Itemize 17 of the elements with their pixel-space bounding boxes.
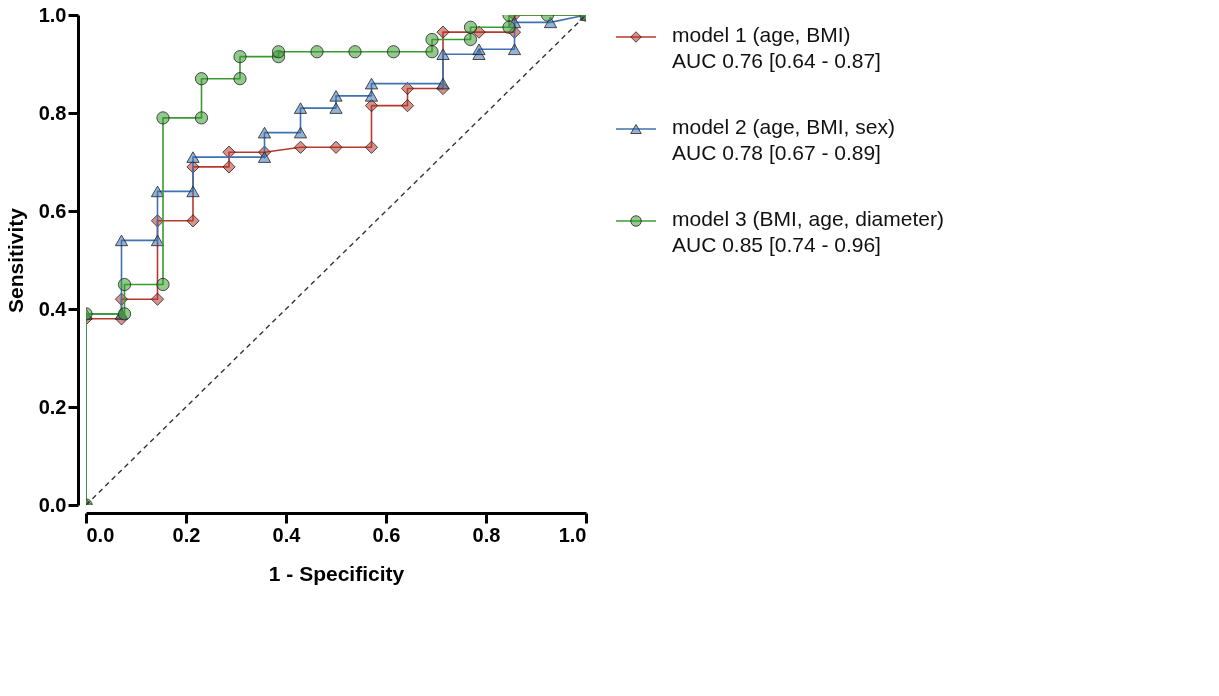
- x-axis-title: 1 - Specificity: [268, 561, 405, 585]
- y-tick-label: 0.8: [38, 101, 67, 124]
- y-tick-label: 0.2: [38, 395, 67, 418]
- y-axis-title: Sensitivity: [3, 207, 27, 314]
- legend-label: model 2 (age, BMI, sex) AUC 0.78 [0.67 - 0.89]: [672, 115, 895, 164]
- x-tick-label: 1.0: [558, 523, 587, 546]
- x-tick-label: 0.2: [172, 523, 201, 546]
- x-tick-label: 0.4: [272, 523, 302, 546]
- legend-label: model 1 (age, BMI) AUC 0.76 [0.64 - 0.87]: [672, 23, 881, 72]
- y-tick-label: 1.0: [38, 3, 67, 26]
- y-tick-label: 0.0: [38, 493, 67, 516]
- y-tick-label: 0.4: [38, 297, 68, 320]
- x-tick-label: 0.8: [472, 523, 501, 546]
- y-tick-label: 0.6: [38, 199, 67, 222]
- x-tick-label: 0.6: [372, 523, 401, 546]
- legend-label: model 3 (BMI, age, diameter) AUC 0.85 [0.74 - 0.96]: [672, 207, 944, 256]
- x-tick-label: 0.0: [86, 523, 115, 546]
